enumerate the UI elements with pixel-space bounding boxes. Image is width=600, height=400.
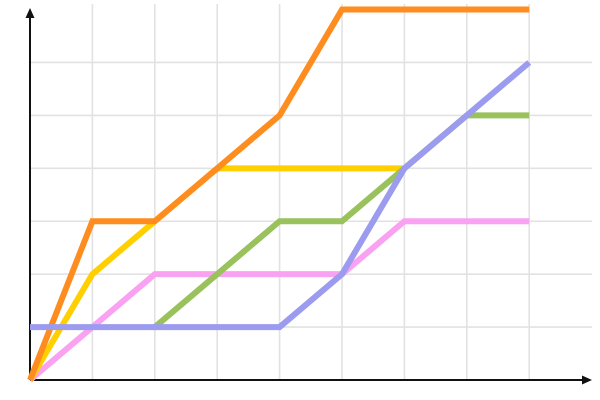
- x-axis-arrow-icon: [582, 375, 592, 385]
- series-line-blue: [30, 60, 532, 331]
- y-axis-arrow-icon: [25, 8, 35, 18]
- series-line-orange: [27, 6, 530, 382]
- series-line-green: [152, 112, 530, 330]
